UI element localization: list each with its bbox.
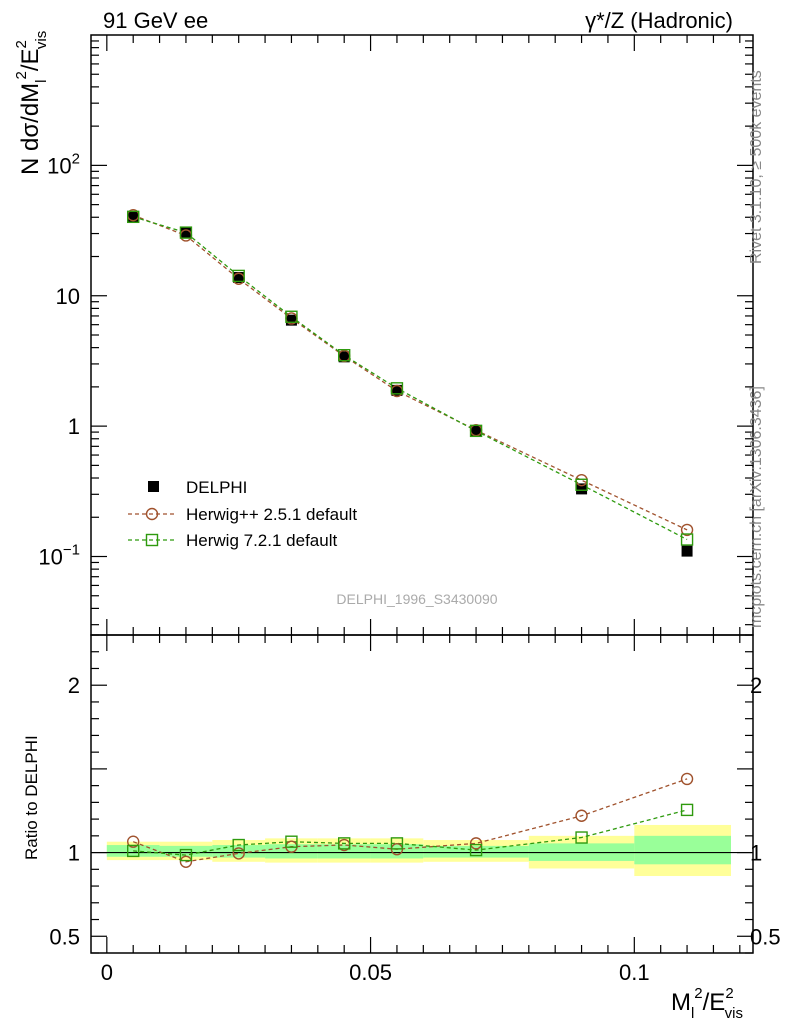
data-point	[180, 227, 192, 239]
header-right: γ*/Z (Hadronic)	[585, 8, 733, 33]
herwigpp-ratio-point	[680, 772, 694, 786]
stat-band-bin	[370, 844, 424, 859]
data-point	[681, 545, 693, 557]
ratio-plot-frame	[90, 634, 754, 954]
herwig7-ratio-line	[133, 809, 688, 856]
x-axis-label: Ml2/E2 vis	[671, 985, 743, 1022]
ratio-y-tick-label-left: 1	[68, 841, 80, 866]
data-point	[576, 483, 588, 495]
herwig7-point	[337, 348, 351, 362]
x-tick-label: 0.05	[349, 960, 392, 985]
herwigpp-ratio-point	[232, 847, 245, 860]
herwig7-point	[285, 310, 298, 323]
rivet-label: Rivet 3.1.10, ≥ 500k events	[748, 70, 765, 264]
herwig7-ratio-point	[469, 843, 483, 857]
herwig7-point	[575, 478, 588, 491]
legend-label-herwigpp: Herwig++ 2.5.1 default	[186, 505, 357, 524]
data-point	[285, 314, 297, 326]
herwigpp-ratio-point	[469, 837, 483, 850]
herwig7-ratio-point	[337, 837, 351, 850]
legend-label-data: DELPHI	[186, 478, 247, 497]
stat-band-bin	[317, 844, 371, 859]
stat-band-bin	[634, 835, 731, 865]
ratio-y-axis-label: Ratio to DELPHI	[22, 735, 41, 860]
herwigpp-point	[680, 523, 694, 537]
herwig7-ratio-point	[126, 844, 140, 858]
mcplots-label: mcplots.cern.ch [arXiv:1306.3436]	[748, 386, 765, 628]
main-y-axis-label: N dσ/dMl2/E2 vis	[13, 31, 50, 175]
legend-marker-herwig7	[145, 533, 159, 547]
herwig7-point	[469, 424, 483, 438]
legend: DELPHI Herwig++ 2.5.1 default Herwig 7.2…	[128, 478, 357, 550]
data-point	[338, 351, 350, 363]
ratio-uncertainty-bands	[91, 824, 753, 877]
data-point	[470, 425, 482, 437]
herwig7-ratio-point	[285, 835, 298, 848]
x-tick-label: 0.1	[619, 960, 650, 985]
data-point	[127, 211, 139, 223]
herwig7-ratio-point	[575, 831, 588, 844]
data-markers	[126, 208, 694, 868]
y-tick-label: 1	[68, 414, 80, 439]
herwig7-ratio-point	[680, 803, 694, 817]
stat-band-bin	[423, 845, 529, 858]
axis-ticks: 0 0.05 0.1 102 10 1 10−1 2 2 1 1 0.5 0.5	[38, 35, 781, 985]
herwigpp-ratio-point	[179, 855, 193, 868]
y-tick-label: 10	[56, 284, 80, 309]
herwig7-ratio-point	[390, 837, 404, 850]
y-tick-label: 10−1	[38, 542, 80, 570]
data-point	[391, 384, 403, 396]
y-tick-label: 102	[47, 150, 80, 178]
ratio-y-tick-label-left: 2	[68, 673, 80, 698]
header-left: 91 GeV ee	[103, 8, 208, 33]
herwig7-ratio-point	[232, 838, 245, 852]
herwig7-point	[126, 210, 140, 224]
herwig7-point	[232, 269, 245, 283]
herwigpp-ratio-line	[132, 778, 688, 863]
legend-label-herwig7: Herwig 7.2.1 default	[186, 531, 337, 550]
herwigpp-ratio-point	[575, 809, 588, 822]
stat-band-bin	[159, 845, 213, 857]
analysis-label: DELPHI_1996_S3430090	[336, 591, 497, 607]
legend-marker-data	[148, 481, 159, 492]
herwig7-point	[179, 226, 193, 239]
herwig7-point	[390, 382, 404, 395]
herwigpp-ratio-point	[126, 835, 140, 848]
herwig7-ratio-point	[179, 848, 193, 862]
legend-marker-herwigpp	[145, 507, 159, 521]
x-tick-label: 0	[101, 960, 113, 985]
ratio-y-tick-label-left: 0.5	[49, 924, 80, 949]
ratio-y-tick-label-right: 1	[750, 841, 762, 866]
stat-band-bin	[212, 845, 266, 858]
ratio-y-tick-label-right: 0.5	[750, 924, 781, 949]
stat-band-bin	[106, 845, 160, 857]
ratio-y-tick-label-right: 2	[750, 673, 762, 698]
herwig7-point	[680, 533, 694, 546]
data-point	[233, 272, 245, 284]
